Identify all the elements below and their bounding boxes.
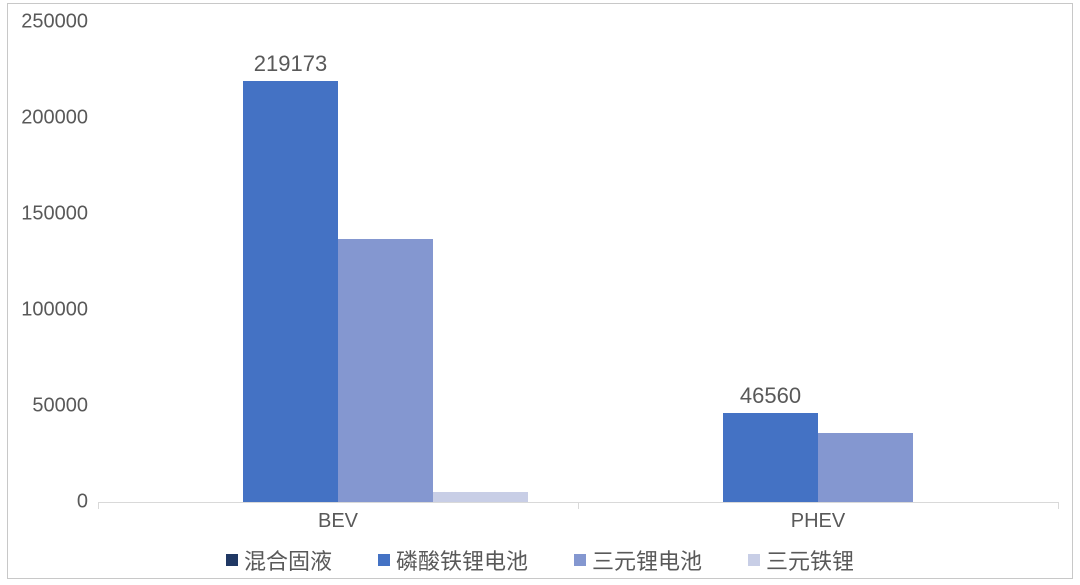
- y-tick-label: 200000: [21, 107, 88, 130]
- bar: [433, 492, 528, 502]
- legend-item: 三元铁锂: [748, 544, 854, 576]
- x-tick: [1058, 502, 1059, 509]
- legend-label: 三元铁锂: [766, 544, 854, 576]
- y-tick-label: 100000: [21, 299, 88, 322]
- data-label: 219173: [254, 51, 327, 77]
- legend-swatch: [378, 554, 390, 566]
- data-label: 46560: [740, 383, 801, 409]
- legend-label: 混合固液: [244, 544, 332, 576]
- legend-item: 混合固液: [226, 544, 332, 576]
- category-label: PHEV: [791, 510, 845, 533]
- y-tick-label: 50000: [32, 395, 88, 418]
- bar: [818, 433, 913, 502]
- legend: 混合固液 磷酸铁锂电池 三元锂电池 三元铁锂: [8, 544, 1072, 576]
- chart-frame: 050000100000150000200000250000 219173BEV…: [7, 3, 1073, 579]
- y-tick-label: 150000: [21, 203, 88, 226]
- bar: [338, 239, 433, 502]
- legend-label: 三元锂电池: [592, 544, 702, 576]
- legend-swatch: [226, 554, 238, 566]
- x-tick: [98, 502, 99, 509]
- legend-swatch: [574, 554, 586, 566]
- legend-label: 磷酸铁锂电池: [396, 544, 528, 576]
- bar: [243, 81, 338, 502]
- y-tick-label: 250000: [21, 11, 88, 34]
- category-label: BEV: [318, 510, 358, 533]
- legend-item: 磷酸铁锂电池: [378, 544, 528, 576]
- legend-swatch: [748, 554, 760, 566]
- plot-background: 050000100000150000200000250000: [98, 22, 1058, 502]
- plot-region: 050000100000150000200000250000 219173BEV…: [98, 22, 1058, 502]
- bar: [723, 413, 818, 502]
- x-tick: [578, 502, 579, 509]
- legend-item: 三元锂电池: [574, 544, 702, 576]
- y-tick-label: 0: [77, 491, 88, 514]
